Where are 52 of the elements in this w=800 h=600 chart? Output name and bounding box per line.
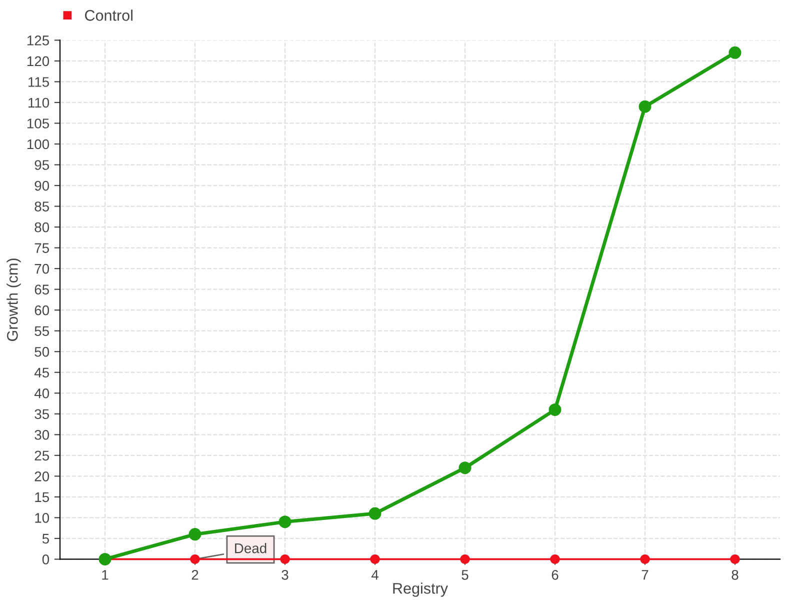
y-tick-label: 105 <box>27 118 50 128</box>
x-tick-label: 7 <box>642 570 648 580</box>
y-tick-label: 80 <box>34 222 50 232</box>
y-tick-label: 100 <box>27 139 50 150</box>
y-tick-label: 35 <box>34 409 50 420</box>
y-tick-label: 60 <box>34 305 50 316</box>
point <box>278 516 292 528</box>
y-tick-label: 25 <box>34 450 50 461</box>
point <box>550 554 560 564</box>
x-tick-label: 4 <box>371 570 378 580</box>
x-tick-label: 8 <box>732 570 738 580</box>
y-tick-label: 90 <box>34 180 50 191</box>
y-tick-label: 5 <box>42 534 49 544</box>
y-tick-label: 45 <box>34 368 50 378</box>
x-axis-title: Registry <box>393 582 448 597</box>
x-tick-label: 1 <box>102 570 108 580</box>
point <box>370 554 380 564</box>
point <box>548 403 562 416</box>
y-tick-label: 15 <box>35 492 50 502</box>
x-tick-label: 5 <box>462 570 468 580</box>
y-tick-label: 95 <box>34 160 50 170</box>
y-tick-label: 120 <box>27 56 50 66</box>
y-tick-label: 85 <box>34 202 50 212</box>
x-tick-label: 3 <box>282 570 288 580</box>
x-tick-label: 6 <box>552 570 558 580</box>
point <box>188 528 202 541</box>
point <box>460 554 470 564</box>
y-tick-label: 75 <box>34 243 50 253</box>
y-tick-label: 30 <box>34 430 50 440</box>
point <box>730 554 740 564</box>
y-tick-label: 125 <box>27 36 50 46</box>
y-tick-label: 110 <box>28 98 50 108</box>
y-axis-title: Growth (cm) <box>6 258 21 341</box>
y-tick-label: 65 <box>34 284 50 294</box>
y-tick-label: 0 <box>42 554 50 564</box>
point <box>728 46 742 59</box>
y-tick-label: 115 <box>28 77 50 87</box>
point <box>368 507 382 520</box>
y-tick-label: 50 <box>34 346 50 357</box>
point <box>190 554 200 564</box>
legend-label: Control <box>85 10 132 21</box>
y-tick-label: 10 <box>35 513 50 523</box>
y-tick-label: 55 <box>34 326 50 336</box>
y-tick-label: 20 <box>34 471 50 482</box>
point <box>640 554 650 564</box>
point <box>280 554 290 564</box>
annotation: Dead <box>235 543 266 554</box>
y-tick-label: 40 <box>34 388 50 398</box>
y-tick-label: 70 <box>34 264 50 274</box>
point <box>458 462 472 474</box>
x-tick-label: 2 <box>192 570 198 580</box>
point <box>638 100 652 113</box>
